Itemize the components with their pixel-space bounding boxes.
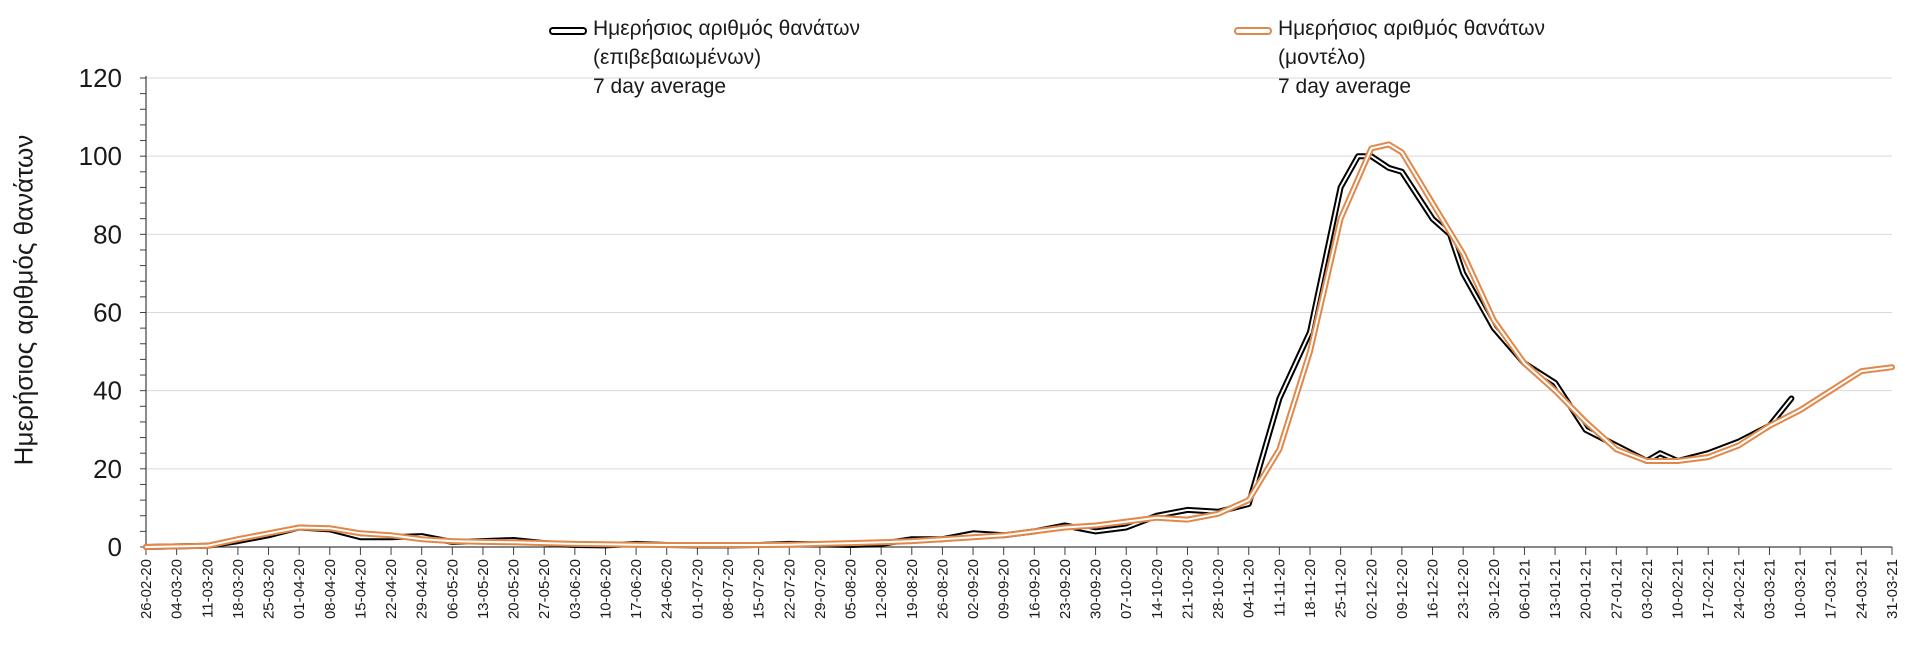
x-tick-label: 26-08-20 — [934, 559, 951, 619]
x-tick-label: 01-07-20 — [689, 559, 706, 619]
x-tick-label: 23-09-20 — [1057, 559, 1074, 619]
x-tick-label: 10-03-21 — [1792, 559, 1809, 619]
x-tick-label: 12-08-20 — [873, 559, 890, 619]
x-tick-label: 31-03-21 — [1884, 559, 1901, 619]
x-tick-label: 21-10-20 — [1179, 559, 1196, 619]
x-tick-label: 22-07-20 — [781, 559, 798, 619]
x-tick-label: 18-03-20 — [230, 559, 247, 619]
x-tick-label: 14-10-20 — [1149, 559, 1166, 619]
x-tick-label: 17-03-21 — [1823, 559, 1840, 619]
x-tick-label: 02-09-20 — [965, 559, 982, 619]
legend-item-model: Ημερήσιος αριθμός θανάτων (μοντέλο) 7 da… — [1234, 14, 1546, 101]
legend-label-confirmed-line2: (επιβεβαιωμένων) — [593, 46, 762, 69]
x-tick-label: 25-11-20 — [1333, 559, 1350, 618]
x-tick-label: 04-03-20 — [169, 559, 186, 619]
legend-label-model-line1: Ημερήσιος αριθμός θανάτων — [1278, 17, 1546, 40]
legend-item-confirmed: Ημερήσιος αριθμός θανάτων (επιβεβαιωμένω… — [549, 14, 861, 101]
series-line-0 — [143, 153, 1795, 550]
x-tick-label: 06-01-21 — [1516, 559, 1533, 619]
x-tick-label: 17-06-20 — [628, 559, 645, 619]
legend-label-model-line2: (μοντέλο) — [1278, 46, 1366, 69]
series-line-core-1 — [145, 143, 1893, 548]
y-tick-label: 80 — [93, 219, 122, 249]
legend-label-confirmed-line3: 7 day average — [593, 75, 727, 98]
x-tick-label: 10-02-21 — [1670, 559, 1687, 619]
x-tick-label: 09-12-20 — [1394, 559, 1411, 619]
x-tick-label: 27-05-20 — [536, 559, 553, 619]
x-tick-label: 15-07-20 — [751, 559, 768, 619]
legend-label-confirmed-line1: Ημερήσιος αριθμός θανάτων — [593, 17, 861, 40]
x-tick-label: 30-09-20 — [1088, 559, 1105, 619]
x-tick-label: 03-02-21 — [1639, 559, 1656, 619]
x-tick-label: 01-04-20 — [291, 559, 308, 619]
x-tick-label: 24-03-21 — [1853, 559, 1870, 619]
x-tick-label: 11-03-20 — [199, 559, 216, 618]
x-tick-label: 03-03-21 — [1761, 559, 1778, 619]
x-tick-label: 27-01-21 — [1608, 559, 1625, 619]
y-tick-label: 120 — [79, 63, 122, 93]
legend-swatch-confirmed-inner — [551, 29, 585, 33]
x-tick-label: 05-08-20 — [843, 559, 860, 619]
y-tick-label: 0 — [108, 532, 122, 562]
series-line-1 — [143, 141, 1895, 550]
x-tick-label: 24-06-20 — [659, 559, 676, 619]
x-tick-label: 18-11-20 — [1302, 559, 1319, 618]
x-tick-label: 07-10-20 — [1118, 559, 1135, 619]
x-tick-label: 25-03-20 — [261, 559, 278, 619]
legend-swatch-model-inner — [1236, 29, 1270, 33]
x-tick-label: 19-08-20 — [904, 559, 921, 619]
x-tick-label: 22-04-20 — [383, 559, 400, 619]
x-tick-label: 02-12-20 — [1363, 559, 1380, 619]
x-tick-label: 16-09-20 — [1026, 559, 1043, 619]
x-tick-label: 06-05-20 — [444, 559, 461, 619]
x-tick-label: 03-06-20 — [567, 559, 584, 619]
x-tick-label: 11-11-20 — [1271, 559, 1288, 617]
x-tick-label: 23-12-20 — [1455, 559, 1472, 619]
y-tick-label: 20 — [93, 454, 122, 484]
x-tick-label: 29-07-20 — [812, 559, 829, 619]
x-tick-label: 09-09-20 — [996, 559, 1013, 619]
x-tick-label: 13-01-21 — [1547, 559, 1564, 619]
x-tick-label: 24-02-21 — [1731, 559, 1748, 619]
x-tick-label: 16-12-20 — [1425, 559, 1442, 619]
y-tick-label: 100 — [79, 141, 122, 171]
x-tick-label: 20-01-21 — [1578, 559, 1595, 619]
x-tick-label: 29-04-20 — [414, 559, 431, 619]
y-tick-label: 60 — [93, 298, 122, 328]
x-tick-label: 17-02-21 — [1700, 559, 1717, 619]
x-tick-label: 08-04-20 — [322, 559, 339, 619]
x-tick-label: 15-04-20 — [352, 559, 369, 619]
x-tick-label: 13-05-20 — [475, 559, 492, 619]
x-tick-label: 20-05-20 — [506, 559, 523, 619]
x-tick-label: 08-07-20 — [720, 559, 737, 619]
x-tick-label: 28-10-20 — [1210, 559, 1227, 619]
x-tick-label: 26-02-20 — [138, 559, 155, 619]
y-tick-label: 40 — [93, 376, 122, 406]
legend-label-model-line3: 7 day average — [1278, 75, 1412, 98]
x-tick-label: 30-12-20 — [1486, 559, 1503, 619]
x-tick-label: 04-11-20 — [1241, 559, 1258, 618]
x-tick-label: 10-06-20 — [597, 559, 614, 619]
series-line-core-0 — [145, 155, 1793, 548]
